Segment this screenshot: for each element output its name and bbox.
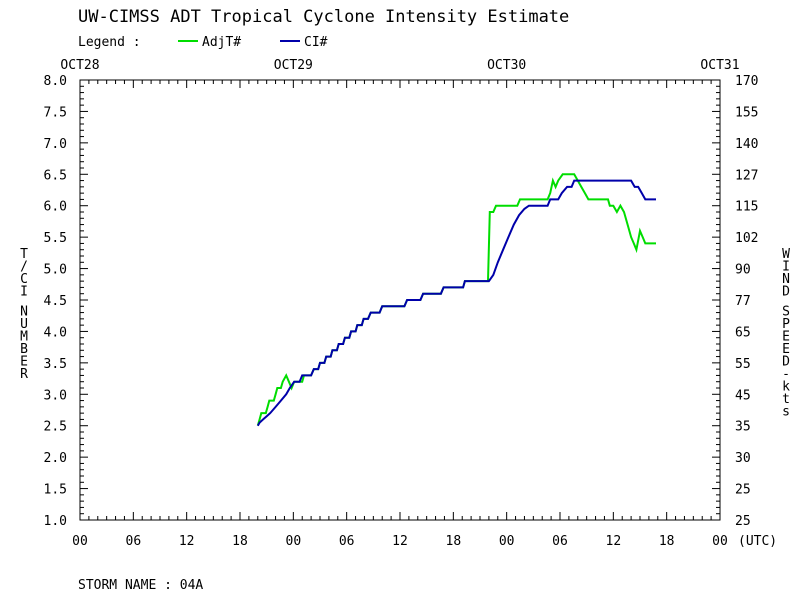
axis-title-char: U — [20, 317, 28, 332]
legend: Legend : AdjT# CI# — [78, 35, 328, 50]
axis-title-char: / — [20, 260, 28, 275]
y-left-tick-label: 7.0 — [44, 137, 67, 152]
y-right-tick-label: 35 — [735, 420, 751, 435]
y-right-tick-label: 55 — [735, 357, 751, 372]
y-left-tick-label: 1.5 — [44, 483, 67, 498]
storm-name: STORM NAME : 04A — [78, 578, 203, 593]
x-tick-label: 00 — [499, 534, 515, 549]
x-tick-label: 06 — [552, 534, 568, 549]
axis-title-char: N — [782, 272, 790, 287]
y-right-tick-label: 65 — [735, 325, 751, 340]
axis-title-char: E — [782, 342, 790, 357]
axis-title-char: C — [20, 272, 28, 287]
y-right-tick-labels: 170 155 140 127 115 102 90 77 65 55 45 35 30 25 25 — [735, 74, 758, 529]
y-left-tick-labels: 8.0 7.5 7.0 6.5 6.0 5.5 5.0 4.5 4.0 3.5 3.0 2.5 2.0 1… — [44, 74, 67, 529]
chart-title: UW-CIMSS ADT Tropical Cyclone Intensity … — [78, 7, 569, 27]
date-labels: OCT28 OCT29 OCT30 OCT31 — [60, 58, 739, 73]
series-line-ci — [256, 179, 656, 427]
x-tick-label: 06 — [339, 534, 355, 549]
x-tick-label: 18 — [446, 534, 462, 549]
x-tick-label: 12 — [179, 534, 195, 549]
y-left-tick-label: 6.0 — [44, 200, 67, 215]
y-left-tick-label: 6.5 — [44, 168, 67, 183]
y-left-tick-label: 4.5 — [44, 294, 67, 309]
legend-label: Legend : — [78, 35, 141, 50]
x-tick-label: 00 — [72, 534, 88, 549]
axis-title-char: T — [20, 247, 28, 262]
date-label: OCT28 — [60, 58, 99, 73]
y-right-tick-label: 25 — [735, 483, 751, 498]
date-label: OCT31 — [700, 58, 739, 73]
y-left-tick-label: 3.5 — [44, 357, 67, 372]
y-left-tick-label: 2.5 — [44, 420, 67, 435]
legend-entry-ci: CI# — [304, 35, 328, 50]
y-right-tick-label: 25 — [735, 514, 751, 529]
axis-title-char: D — [782, 355, 790, 370]
y-left-tick-label: 1.0 — [44, 514, 67, 529]
legend-entry-adjt: AdjT# — [202, 35, 241, 50]
plot-frame — [79, 79, 721, 521]
axis-title-char: I — [20, 285, 28, 300]
axis-title-char: I — [782, 260, 790, 275]
axis-title-char: B — [20, 342, 28, 357]
x-tick-label: 12 — [606, 534, 622, 549]
axis-title-char: D — [782, 285, 790, 300]
axis-title-char: R — [20, 367, 28, 382]
y-left-tick-label: 8.0 — [44, 74, 67, 89]
y-left-tick-label: 4.0 — [44, 325, 67, 340]
y-left-tick-label: 5.0 — [44, 263, 67, 278]
date-label: OCT29 — [274, 58, 313, 73]
y-right-tick-label: 102 — [735, 231, 758, 246]
axis-title-char: M — [20, 330, 28, 345]
y-left-tick-label: 7.5 — [44, 105, 67, 120]
axis-title-char: k — [782, 380, 790, 395]
axis-title-char: s — [782, 405, 790, 420]
x-tick-label: 00 — [286, 534, 302, 549]
y-left-tick-label: 3.0 — [44, 388, 67, 403]
x-tick-label: 18 — [232, 534, 248, 549]
axis-title-char: S — [782, 305, 790, 320]
y-right-tick-label: 77 — [735, 294, 751, 309]
y-right-tick-label: 170 — [735, 74, 758, 89]
axis-title-char: P — [782, 317, 790, 332]
x-tick-label: 12 — [392, 534, 408, 549]
axis-ticks — [79, 79, 721, 521]
y-right-tick-label: 90 — [735, 263, 751, 278]
y-right-tick-label: 45 — [735, 388, 751, 403]
y-left-tick-label: 5.5 — [44, 231, 67, 246]
x-tick-labels: 00 06 12 18 00 06 12 18 00 06 12 18 00 — [72, 534, 728, 549]
axis-title-char: - — [782, 367, 790, 382]
x-tick-label: 18 — [659, 534, 675, 549]
y-right-tick-label: 155 — [735, 105, 758, 120]
y-left-tick-label: 2.0 — [44, 451, 67, 466]
axis-title-char: t — [782, 392, 790, 407]
axis-title-char: N — [20, 305, 28, 320]
y-right-tick-label: 115 — [735, 200, 758, 215]
axis-title-char: E — [20, 355, 28, 370]
y-right-tick-label: 127 — [735, 168, 758, 183]
y-right-tick-label: 30 — [735, 451, 751, 466]
x-tick-label: 06 — [126, 534, 142, 549]
date-label: OCT30 — [487, 58, 526, 73]
axis-title-char: W — [782, 247, 790, 262]
y-right-tick-label: 140 — [735, 137, 758, 152]
x-tick-label: 00 — [712, 534, 728, 549]
axis-title-char: E — [782, 330, 790, 345]
series-line-adjt — [256, 173, 656, 426]
x-axis-suffix: (UTC) — [738, 534, 777, 549]
